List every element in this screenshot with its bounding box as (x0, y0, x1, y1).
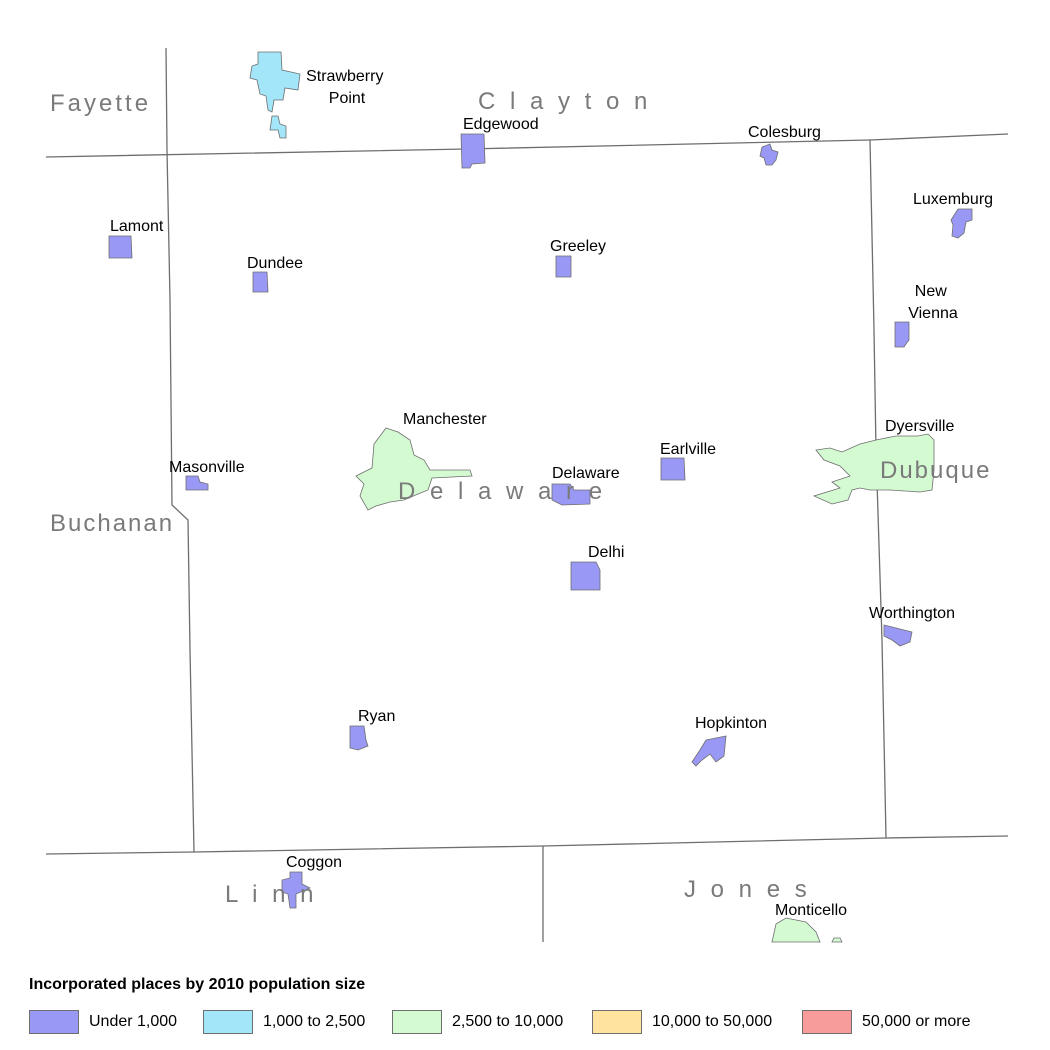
legend-swatch (203, 1010, 253, 1034)
place-label-worthington: Worthington (869, 605, 955, 622)
place-shape-ryan (349, 725, 369, 751)
place-shape-delhi (570, 561, 601, 591)
place-shape-greeley (555, 255, 572, 278)
place-labels: Strawberry Point Edgewood Colesburg Luxe… (110, 68, 993, 919)
place-label-lamont: Lamont (110, 218, 164, 235)
county-labels: Fayette C l a y t o n Buchanan D e l a w… (50, 88, 991, 908)
place-label-strawberry-point: Strawberry Point (306, 68, 388, 107)
legend-label: 10,000 to 50,000 (652, 1013, 773, 1030)
legend-swatch (802, 1010, 852, 1034)
place-shape-lamont (108, 235, 133, 259)
county-label-fayette: Fayette (50, 90, 151, 117)
legend-swatch (392, 1010, 442, 1034)
place-shape-coggon (281, 871, 311, 909)
county-label-dubuque: Dubuque (880, 457, 991, 484)
place-label-monticello: Monticello (775, 902, 847, 919)
place-label-line: Point (329, 90, 366, 107)
place-shape-masonville (185, 475, 209, 491)
place-label-greeley: Greeley (550, 238, 606, 255)
county-label-linn: L i n n (225, 881, 318, 908)
legend-label: 2,500 to 10,000 (452, 1013, 564, 1030)
county-label-jones: J o n e s (684, 876, 811, 903)
place-shape-new-vienna (894, 321, 910, 348)
place-shape-hopkinton (691, 735, 727, 767)
place-label-luxemburg: Luxemburg (913, 191, 993, 208)
county-label-clayton: C l a y t o n (478, 88, 651, 115)
place-shape-manchester (355, 427, 473, 511)
place-label-delhi: Delhi (588, 544, 624, 561)
county-map: Fayette C l a y t o n Buchanan D e l a w… (45, 47, 1009, 943)
place-shape-strawberry-point (249, 51, 301, 139)
place-label-masonville: Masonville (169, 459, 245, 476)
place-label-coggon: Coggon (286, 854, 342, 871)
legend-label: 1,000 to 2,500 (263, 1013, 366, 1030)
place-shape-dundee (252, 271, 269, 293)
boundary-north (45, 133, 1009, 158)
place-shape-colesburg (759, 143, 779, 166)
place-label-earlville: Earlville (660, 441, 716, 458)
place-shape-monticello (771, 917, 843, 943)
boundary-south (45, 835, 1009, 855)
place-shape-earlville (660, 457, 686, 481)
place-label-colesburg: Colesburg (748, 124, 821, 141)
place-shape-dyersville (812, 433, 935, 505)
place-label-hopkinton: Hopkinton (695, 715, 767, 732)
legend-swatch (29, 1010, 79, 1034)
legend-swatch (592, 1010, 642, 1034)
place-label-line: Strawberry (306, 68, 383, 85)
place-label-delaware: Delaware (552, 465, 620, 482)
place-polygons (108, 51, 973, 943)
place-shape-worthington (883, 624, 913, 647)
legend-title: Incorporated places by 2010 population s… (29, 976, 366, 993)
county-label-buchanan: Buchanan (50, 510, 174, 537)
place-label-new-vienna: New Vienna (908, 283, 958, 322)
legend-label: Under 1,000 (89, 1013, 178, 1030)
place-label-dyersville: Dyersville (885, 418, 954, 435)
place-shape-edgewood (460, 133, 486, 169)
place-label-ryan: Ryan (358, 708, 395, 725)
legend: Under 1,000 1,000 to 2,500 2,500 to 10,0… (29, 1010, 1029, 1038)
place-label-edgewood: Edgewood (463, 116, 539, 133)
legend-label: 50,000 or more (862, 1013, 971, 1030)
place-label-manchester: Manchester (403, 411, 487, 428)
place-shape-delaware (551, 483, 591, 506)
place-label-dundee: Dundee (247, 255, 303, 272)
place-label-line: Vienna (908, 305, 958, 322)
place-shape-luxemburg (950, 208, 973, 239)
place-label-line: New (915, 283, 947, 300)
county-label-delaware: D e l a w a r e (398, 478, 606, 505)
boundary-west (165, 47, 195, 853)
